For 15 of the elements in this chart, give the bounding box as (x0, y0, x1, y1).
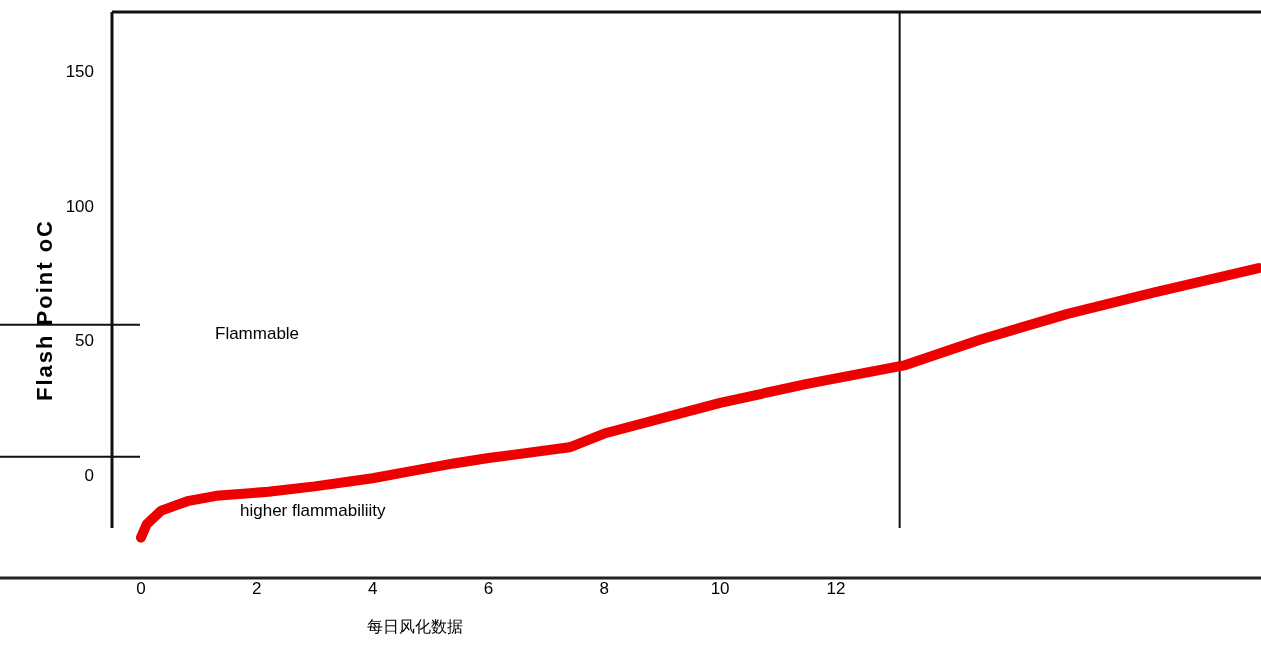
x-tick-label: 12 (826, 579, 846, 598)
x-tick-label: 0 (136, 579, 146, 598)
y-axis-title: Flash Point oC (32, 219, 57, 401)
annotation: higher flammabiliity (240, 500, 386, 520)
x-tick-label: 8 (599, 579, 610, 598)
x-tick-label: 10 (710, 579, 730, 598)
y-tick-label: 150 (65, 61, 94, 81)
y-tick-label: 0 (84, 466, 94, 486)
x-axis-title: 每日风化数据 (367, 617, 463, 636)
annotation: Flammable (215, 323, 300, 343)
x-tick-label: 6 (483, 579, 494, 598)
x-tick-label: 2 (252, 579, 262, 598)
y-tick-label: 100 (65, 196, 94, 216)
y-tick-label: 50 (75, 331, 94, 351)
x-tick-label: 4 (367, 579, 378, 598)
